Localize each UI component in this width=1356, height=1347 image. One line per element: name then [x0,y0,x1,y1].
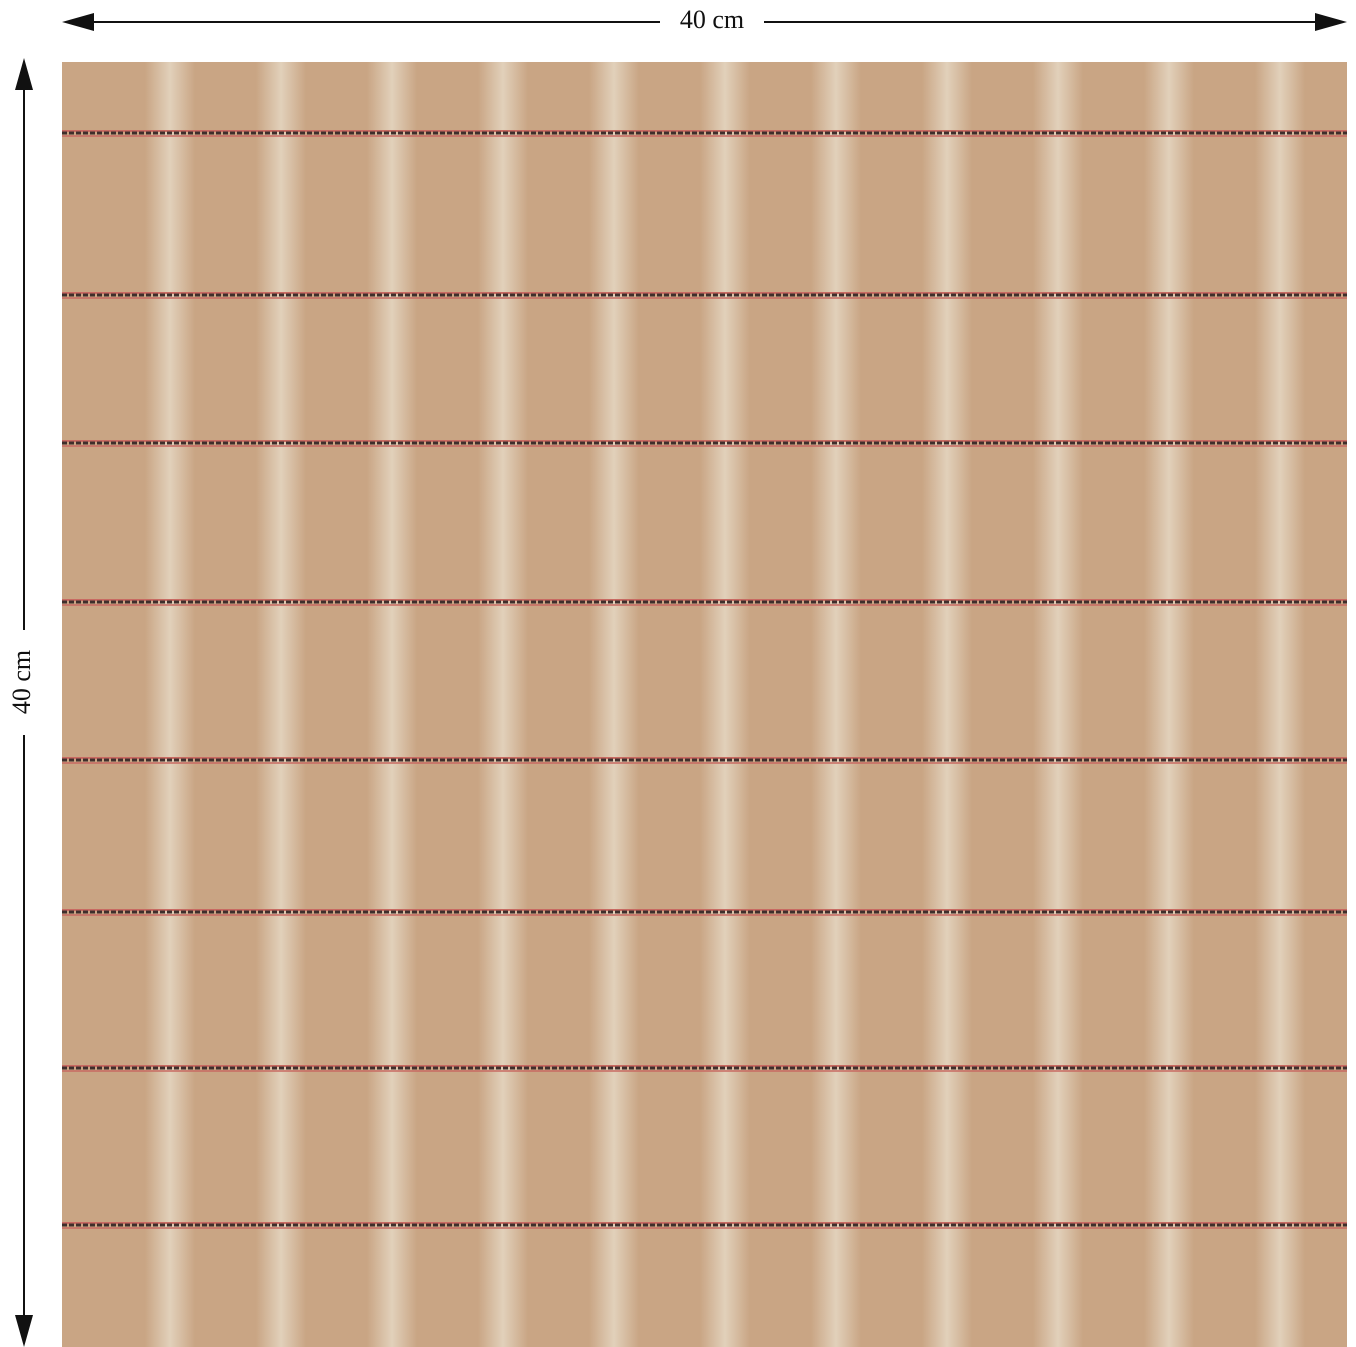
height-arrow-head [15,1315,33,1347]
width-arrow-head [1315,13,1347,31]
pale-stripe [1144,62,1194,1347]
pale-stripe [1033,62,1083,1347]
pale-stripe [1255,62,1305,1347]
pale-stripe [145,62,195,1347]
pale-stripe [478,62,528,1347]
pale-stripe [256,62,306,1347]
pale-stripe [922,62,972,1347]
pale-stripe [367,62,417,1347]
height-arrow-head [15,58,33,90]
width-label: 40 cm [680,5,744,34]
dimension-annotations: 40 cm 40 cm [7,5,1347,1347]
height-label: 40 cm [7,650,36,714]
pale-stripe [589,62,639,1347]
fabric-swatch [62,62,1347,1347]
width-arrow-head [62,13,94,31]
pale-stripe [700,62,750,1347]
pale-stripe [811,62,861,1347]
